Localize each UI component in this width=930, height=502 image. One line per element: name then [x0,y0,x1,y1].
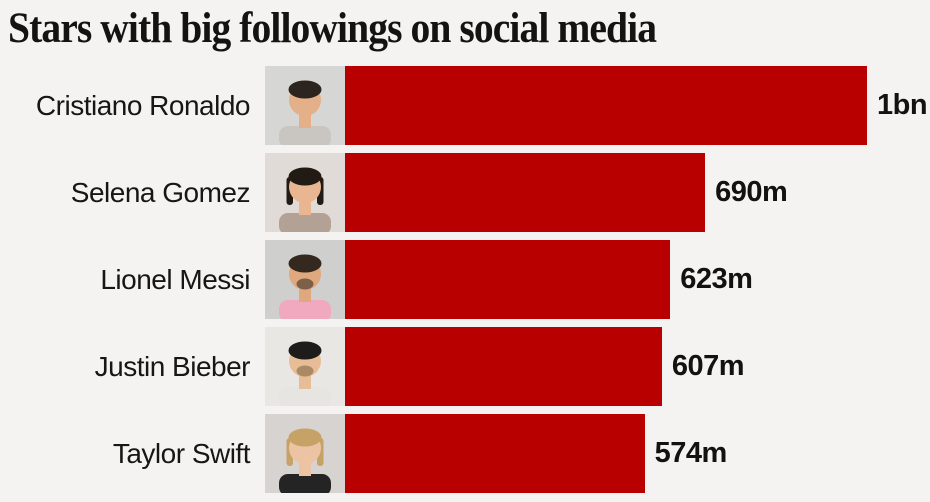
avatar [265,414,345,493]
category-label: Lionel Messi [100,263,250,295]
chart-row: Taylor Swift 574m [0,414,930,493]
avatar-neck [299,375,311,389]
avatar-hair [288,167,322,186]
avatar-neck [299,114,311,128]
value-label: 690m [715,176,788,208]
bar [345,66,867,145]
avatar-beard [296,365,314,377]
avatar-neck [299,462,311,476]
person-photo-icon [279,428,331,493]
avatar-hair [288,341,322,360]
avatar-hair [288,80,322,99]
avatar [265,66,345,145]
bar [345,153,706,232]
value-label: 607m [671,350,745,382]
chart-row: Selena Gomez 690m [0,153,930,232]
avatar-beard [297,192,314,203]
avatar-neck [299,201,311,215]
person-photo-icon [279,341,331,406]
bar [345,327,662,406]
avatar-shoulders [279,300,331,319]
avatar-beard [297,105,314,116]
person-photo-icon [279,167,331,232]
bar [345,240,671,319]
category-label: Cristiano Ronaldo [35,89,251,121]
avatar [265,240,345,319]
avatar-hair [288,254,322,273]
bar [345,414,645,493]
avatar-shoulders [279,387,331,406]
avatar-beard [296,278,314,290]
chart-title: Stars with big followings on social medi… [8,5,657,52]
avatar [265,327,345,406]
category-label: Selena Gomez [70,176,251,208]
avatar-shoulders [279,126,331,145]
value-label: 574m [654,437,728,469]
bar-chart: Cristiano Ronaldo 1bn Selena Gomez [0,66,930,493]
avatar-shoulders [279,213,331,232]
chart-row: Lionel Messi 623m [0,240,930,319]
value-label: 1bn [877,89,928,121]
avatar-shoulders [279,474,331,493]
avatar-beard [297,453,314,464]
chart-row: Justin Bieber 607m [0,327,930,406]
person-photo-icon [279,254,331,319]
chart-row: Cristiano Ronaldo 1bn [0,66,930,145]
value-label: 623m [680,263,753,295]
person-photo-icon [279,80,331,145]
category-label: Taylor Swift [112,437,251,469]
category-label: Justin Bieber [94,350,251,382]
avatar [265,153,345,232]
avatar-hair [288,428,322,447]
avatar-neck [299,288,311,302]
